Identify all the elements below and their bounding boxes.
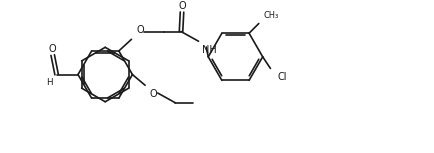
Text: O: O — [136, 25, 144, 35]
Text: Cl: Cl — [277, 72, 287, 82]
Text: H: H — [46, 78, 53, 87]
Text: O: O — [178, 1, 186, 11]
Text: NH: NH — [202, 45, 217, 55]
Text: CH₃: CH₃ — [264, 11, 279, 20]
Text: O: O — [49, 44, 56, 54]
Text: O: O — [150, 89, 158, 99]
